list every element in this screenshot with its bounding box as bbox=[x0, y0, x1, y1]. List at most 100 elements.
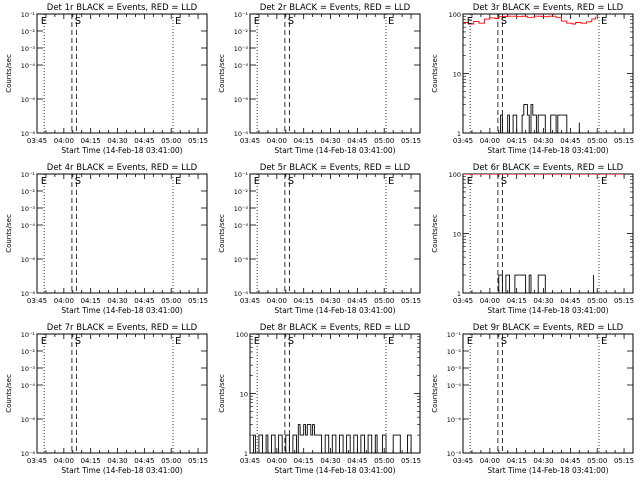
event-marker-e: E bbox=[601, 336, 607, 347]
x-tick-label: 04:45 bbox=[347, 137, 367, 145]
x-tick-label: 05:15 bbox=[401, 457, 421, 465]
event-marker-e: E bbox=[254, 336, 260, 347]
event-marker-s: S bbox=[288, 16, 294, 27]
detector-panel: Det 3r BLACK = Events, RED = LLD 03:45 04:… bbox=[431, 3, 634, 155]
x-tick-label: 04:15 bbox=[294, 457, 314, 465]
plot-frame bbox=[249, 13, 421, 134]
event-marker-e: E bbox=[175, 176, 181, 187]
x-axis-label: Start Time (14-Feb-18 03:41:00) bbox=[274, 146, 395, 155]
detector-panel: Det 6r BLACK = Events, RED = LLD 03:45 04:… bbox=[431, 163, 634, 315]
panel-title: Det 8r BLACK = Events, RED = LLD bbox=[260, 323, 411, 333]
plot-frame bbox=[462, 173, 634, 294]
x-tick-label: 04:45 bbox=[560, 297, 580, 305]
x-tick-label: 05:15 bbox=[614, 137, 634, 145]
panel-title: Det 1r BLACK = Events, RED = LLD bbox=[47, 3, 198, 13]
y-axis-label: Counts/sec bbox=[5, 214, 13, 253]
x-tick-label: 04:15 bbox=[507, 297, 527, 305]
y-tick-label: 10⁻⁸ bbox=[21, 290, 36, 298]
y-axis-label: Counts/sec bbox=[431, 374, 439, 413]
event-marker-e: E bbox=[467, 176, 473, 187]
event-marker-s: S bbox=[501, 176, 507, 187]
x-tick-label: 05:00 bbox=[374, 297, 394, 305]
x-tick-label: 04:45 bbox=[347, 457, 367, 465]
y-tick-label: 10⁻⁴ bbox=[234, 62, 249, 70]
y-tick-label: 10⁻¹ bbox=[21, 171, 36, 179]
x-tick-label: 04:45 bbox=[347, 297, 367, 305]
event-marker-e: E bbox=[254, 176, 260, 187]
x-tick-label: 03:45 bbox=[453, 137, 473, 145]
detector-panel: Det 2r BLACK = Events, RED = LLD 03:45 04:… bbox=[218, 3, 421, 155]
panel-title: Det 2r BLACK = Events, RED = LLD bbox=[260, 3, 411, 13]
panel-title: Det 6r BLACK = Events, RED = LLD bbox=[473, 163, 624, 173]
x-tick-label: 04:15 bbox=[507, 137, 527, 145]
event-marker-e: E bbox=[388, 336, 394, 347]
x-tick-label: 04:15 bbox=[507, 457, 527, 465]
y-axis-label: Counts/sec bbox=[218, 214, 226, 253]
x-tick-label: 03:45 bbox=[240, 457, 260, 465]
x-tick-label: 05:15 bbox=[188, 137, 208, 145]
y-axis-label: Counts/sec bbox=[218, 54, 226, 93]
event-marker-s: S bbox=[75, 336, 81, 347]
x-tick-label: 03:45 bbox=[240, 297, 260, 305]
event-marker-e: E bbox=[41, 16, 47, 27]
y-axis-label: Counts/sec bbox=[5, 374, 13, 413]
event-marker-e: E bbox=[175, 336, 181, 347]
x-tick-label: 04:45 bbox=[560, 457, 580, 465]
events-series-line bbox=[250, 424, 412, 453]
x-axis-label: Start Time (14-Feb-18 03:41:00) bbox=[487, 146, 608, 155]
y-tick-label: 10⁻¹ bbox=[234, 11, 249, 19]
event-marker-e: E bbox=[254, 16, 260, 27]
event-marker-e: E bbox=[175, 16, 181, 27]
y-tick-label: 100 bbox=[236, 331, 248, 339]
x-tick-label: 05:00 bbox=[374, 137, 394, 145]
y-tick-label: 10⁻⁸ bbox=[234, 290, 249, 298]
x-axis-label: Start Time (14-Feb-18 03:41:00) bbox=[274, 306, 395, 315]
x-tick-label: 04:15 bbox=[81, 457, 101, 465]
y-tick-label: 10⁻⁴ bbox=[21, 222, 36, 230]
y-tick-label: 1 bbox=[457, 290, 461, 298]
panel-title: Det 5r BLACK = Events, RED = LLD bbox=[260, 163, 411, 173]
x-tick-label: 05:00 bbox=[587, 297, 607, 305]
y-tick-label: 1 bbox=[457, 130, 461, 138]
y-tick-label: 10⁻⁸ bbox=[234, 130, 249, 138]
x-axis-label: Start Time (14-Feb-18 03:41:00) bbox=[61, 306, 182, 315]
panel-title: Det 4r BLACK = Events, RED = LLD bbox=[47, 163, 198, 173]
x-tick-label: 03:45 bbox=[27, 457, 47, 465]
y-tick-label: 10⁻² bbox=[447, 348, 462, 356]
x-tick-label: 04:15 bbox=[294, 137, 314, 145]
x-tick-label: 05:15 bbox=[614, 297, 634, 305]
event-marker-e: E bbox=[388, 16, 394, 27]
y-tick-label: 10⁻² bbox=[21, 188, 36, 196]
x-tick-label: 05:00 bbox=[587, 457, 607, 465]
event-marker-e: E bbox=[601, 16, 607, 27]
x-tick-label: 04:30 bbox=[320, 457, 340, 465]
x-tick-label: 04:00 bbox=[54, 457, 74, 465]
y-tick-label: 10⁻⁴ bbox=[234, 222, 249, 230]
y-tick-label: 10⁻³ bbox=[234, 205, 249, 213]
plot-frame bbox=[249, 333, 421, 454]
x-tick-label: 04:15 bbox=[294, 297, 314, 305]
detector-panel: Det 7r BLACK = Events, RED = LLD 03:45 04:… bbox=[5, 323, 208, 475]
x-tick-label: 03:45 bbox=[453, 297, 473, 305]
y-tick-label: 10⁻³ bbox=[447, 365, 462, 373]
y-tick-label: 10⁻¹ bbox=[234, 171, 249, 179]
x-tick-label: 04:30 bbox=[107, 137, 127, 145]
x-axis-label: Start Time (14-Feb-18 03:41:00) bbox=[61, 146, 182, 155]
y-tick-label: 10⁻⁴ bbox=[447, 382, 462, 390]
y-tick-label: 10⁻³ bbox=[21, 205, 36, 213]
x-tick-label: 04:30 bbox=[107, 457, 127, 465]
y-tick-label: 10⁻⁸ bbox=[21, 130, 36, 138]
x-tick-label: 05:15 bbox=[188, 457, 208, 465]
y-tick-label: 10⁻³ bbox=[234, 45, 249, 53]
x-tick-label: 04:00 bbox=[54, 137, 74, 145]
detector-panel: Det 9r BLACK = Events, RED = LLD 03:45 04:… bbox=[431, 323, 634, 475]
event-marker-e: E bbox=[41, 176, 47, 187]
x-axis-label: Start Time (14-Feb-18 03:41:00) bbox=[61, 466, 182, 475]
x-tick-label: 03:45 bbox=[27, 137, 47, 145]
plot-frame bbox=[36, 333, 208, 454]
x-tick-label: 05:00 bbox=[161, 137, 181, 145]
y-tick-label: 10⁻⁶ bbox=[21, 256, 36, 264]
y-axis-label: Counts/sec bbox=[218, 374, 226, 413]
detector-panel: Det 8r BLACK = Events, RED = LLD 03:45 04:… bbox=[218, 323, 421, 475]
